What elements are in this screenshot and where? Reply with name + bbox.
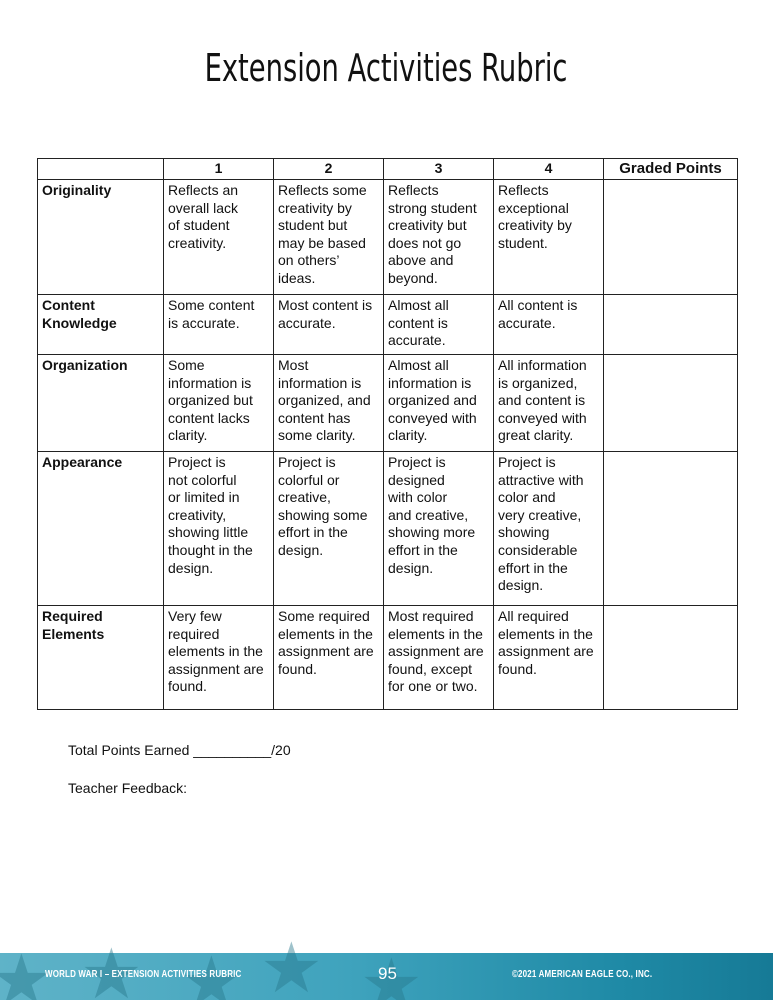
rubric-cell: All required elements in the assignment …: [493, 605, 604, 710]
rubric-cell: Almost all content is accurate.: [383, 294, 494, 355]
total-points-line[interactable]: Total Points Earned __________/20: [68, 742, 291, 758]
star-icon: ★: [80, 935, 143, 1000]
graded-points-cell[interactable]: [603, 451, 738, 606]
table-row: Organization Some information is organiz…: [37, 354, 738, 452]
rubric-cell: Project is designed with color and creat…: [383, 451, 494, 606]
footer-left-text: WORLD WAR I – EXTENSION ACTIVITIES RUBRI…: [45, 969, 242, 980]
footer-band: ★ ★ ★ ★ ★ WORLD WAR I – EXTENSION ACTIVI…: [0, 933, 773, 1000]
rubric-cell: All content is accurate.: [493, 294, 604, 355]
table-row: Required Elements Very few required elem…: [37, 605, 738, 710]
rubric-cell: Most required elements in the assignment…: [383, 605, 494, 710]
table-row: Originality Reflects an overall lack of …: [37, 179, 738, 295]
rubric-cell: Almost all information is organized and …: [383, 354, 494, 452]
teacher-feedback-label: Teacher Feedback:: [68, 780, 188, 796]
rubric-cell: Project is attractive with color and ver…: [493, 451, 604, 606]
rubric-cell: Reflects exceptional creativity by stude…: [493, 179, 604, 295]
graded-points-cell[interactable]: [603, 354, 738, 452]
rubric-cell: Some information is organized but conten…: [163, 354, 274, 452]
star-icon: ★: [0, 941, 53, 1000]
rubric-cell: Project is colorful or creative, showing…: [273, 451, 384, 606]
star-icon: ★: [180, 943, 243, 1000]
rubric-cell: Some content is accurate.: [163, 294, 274, 355]
page-title: Extension Activities Rubric: [0, 46, 773, 90]
rubric-cell: Some required elements in the assignment…: [273, 605, 384, 710]
page-title-text: Extension Activities Rubric: [205, 46, 568, 90]
rubric-cell: Reflects strong student creativity but d…: [383, 179, 494, 295]
criterion-cell: Originality: [37, 179, 164, 295]
footer-copyright: ©2021 AMERICAN EAGLE CO., INC.: [512, 969, 653, 980]
header-score-1: 1: [163, 158, 274, 180]
rubric-cell: Most information is organized, and conte…: [273, 354, 384, 452]
header-row: 1 2 3 4 Graded Points: [37, 158, 738, 180]
table-row: Content Knowledge Some content is accura…: [37, 294, 738, 355]
graded-points-cell[interactable]: [603, 605, 738, 710]
graded-points-cell[interactable]: [603, 179, 738, 295]
rubric-cell: Reflects an overall lack of student crea…: [163, 179, 274, 295]
criterion-cell: Organization: [37, 354, 164, 452]
criterion-cell: Required Elements: [37, 605, 164, 710]
header-score-2: 2: [273, 158, 384, 180]
rubric-cell: Most content is accurate.: [273, 294, 384, 355]
header-score-4: 4: [493, 158, 604, 180]
rubric-cell: Reflects some creativity by student but …: [273, 179, 384, 295]
page-number: 95: [378, 964, 397, 983]
header-blank: [37, 158, 164, 180]
header-score-3: 3: [383, 158, 494, 180]
star-icon: ★: [360, 945, 423, 1000]
star-icon: ★: [260, 929, 323, 1000]
rubric-cell: All information is organized, and conten…: [493, 354, 604, 452]
graded-points-cell[interactable]: [603, 294, 738, 355]
rubric-table: 1 2 3 4 Graded Points Originality Reflec…: [37, 158, 738, 710]
criterion-cell: Appearance: [37, 451, 164, 606]
table-row: Appearance Project is not colorful or li…: [37, 451, 738, 606]
rubric-cell: Very few required elements in the assign…: [163, 605, 274, 710]
criterion-cell: Content Knowledge: [37, 294, 164, 355]
rubric-cell: Project is not colorful or limited in cr…: [163, 451, 274, 606]
header-graded-points: Graded Points: [603, 158, 738, 180]
